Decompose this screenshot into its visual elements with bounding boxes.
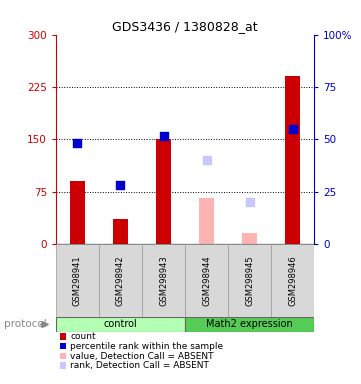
Text: percentile rank within the sample: percentile rank within the sample [70, 342, 223, 351]
Text: GSM298945: GSM298945 [245, 255, 254, 306]
Text: protocol: protocol [4, 319, 46, 329]
Text: rank, Detection Call = ABSENT: rank, Detection Call = ABSENT [70, 361, 209, 370]
Bar [271, 244, 314, 317]
Bar [285, 76, 300, 244]
Point [290, 126, 295, 132]
Text: GSM298946: GSM298946 [288, 255, 297, 306]
Bar [56, 244, 99, 317]
Point [118, 182, 123, 188]
Text: GSM298944: GSM298944 [202, 255, 211, 306]
Point [75, 140, 81, 146]
Bar [242, 233, 257, 244]
Bar [156, 139, 171, 244]
Text: GSM298941: GSM298941 [73, 255, 82, 306]
Text: Math2 expression: Math2 expression [206, 319, 293, 329]
Bar [185, 317, 314, 332]
Text: GSM298942: GSM298942 [116, 255, 125, 306]
Bar [56, 317, 185, 332]
Text: count: count [70, 333, 96, 341]
Text: control: control [104, 319, 137, 329]
Text: value, Detection Call = ABSENT: value, Detection Call = ABSENT [70, 352, 214, 361]
Point [161, 132, 166, 139]
Bar [142, 244, 185, 317]
Bar [199, 199, 214, 244]
Bar [185, 244, 228, 317]
Text: GSM298943: GSM298943 [159, 255, 168, 306]
Point [204, 157, 209, 163]
Bar [113, 219, 128, 244]
Bar [99, 244, 142, 317]
Point [247, 199, 252, 205]
Bar [70, 181, 85, 244]
Title: GDS3436 / 1380828_at: GDS3436 / 1380828_at [112, 20, 258, 33]
Bar [228, 244, 271, 317]
